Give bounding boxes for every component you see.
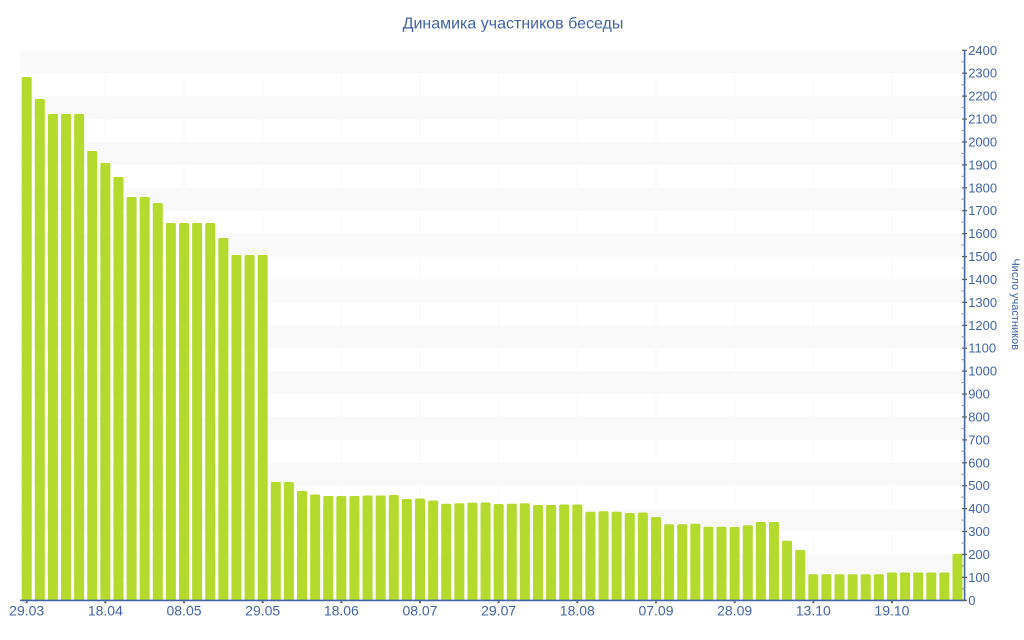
svg-text:1700: 1700	[968, 203, 997, 218]
svg-text:500: 500	[968, 478, 990, 493]
svg-text:Число участников: Число участников	[1009, 258, 1021, 350]
svg-text:1100: 1100	[968, 341, 996, 356]
svg-text:800: 800	[968, 409, 990, 424]
svg-text:08.07: 08.07	[402, 603, 437, 619]
svg-text:29.03: 29.03	[9, 603, 44, 619]
svg-text:18.08: 18.08	[560, 603, 595, 619]
svg-text:100: 100	[968, 570, 990, 585]
svg-text:400: 400	[968, 501, 990, 516]
svg-text:29.07: 29.07	[481, 603, 516, 619]
svg-text:1800: 1800	[968, 180, 997, 195]
svg-text:2100: 2100	[968, 112, 997, 127]
svg-text:700: 700	[968, 432, 990, 447]
svg-text:08.05: 08.05	[166, 603, 201, 619]
svg-text:1900: 1900	[968, 157, 997, 172]
svg-text:13.10: 13.10	[796, 603, 831, 619]
svg-text:300: 300	[968, 524, 990, 539]
svg-text:2000: 2000	[968, 134, 997, 149]
svg-text:2200: 2200	[968, 89, 997, 104]
svg-text:1300: 1300	[968, 295, 997, 310]
svg-text:2400: 2400	[968, 43, 997, 58]
svg-text:600: 600	[968, 455, 990, 470]
svg-text:1400: 1400	[968, 272, 997, 287]
svg-text:1500: 1500	[968, 249, 997, 264]
svg-text:07.09: 07.09	[638, 603, 673, 619]
svg-text:18.06: 18.06	[324, 603, 359, 619]
svg-text:19.10: 19.10	[874, 603, 909, 619]
svg-text:0: 0	[968, 593, 975, 608]
svg-text:200: 200	[968, 547, 990, 562]
svg-text:1600: 1600	[968, 226, 997, 241]
svg-text:2300: 2300	[968, 66, 997, 81]
svg-text:29.05: 29.05	[245, 603, 280, 619]
svg-text:Динамика участников беседы: Динамика участников беседы	[403, 16, 624, 33]
svg-text:1000: 1000	[968, 364, 997, 379]
svg-text:900: 900	[968, 387, 990, 402]
svg-text:28.09: 28.09	[717, 603, 752, 619]
svg-text:18.04: 18.04	[88, 603, 123, 619]
svg-text:1200: 1200	[968, 318, 997, 333]
